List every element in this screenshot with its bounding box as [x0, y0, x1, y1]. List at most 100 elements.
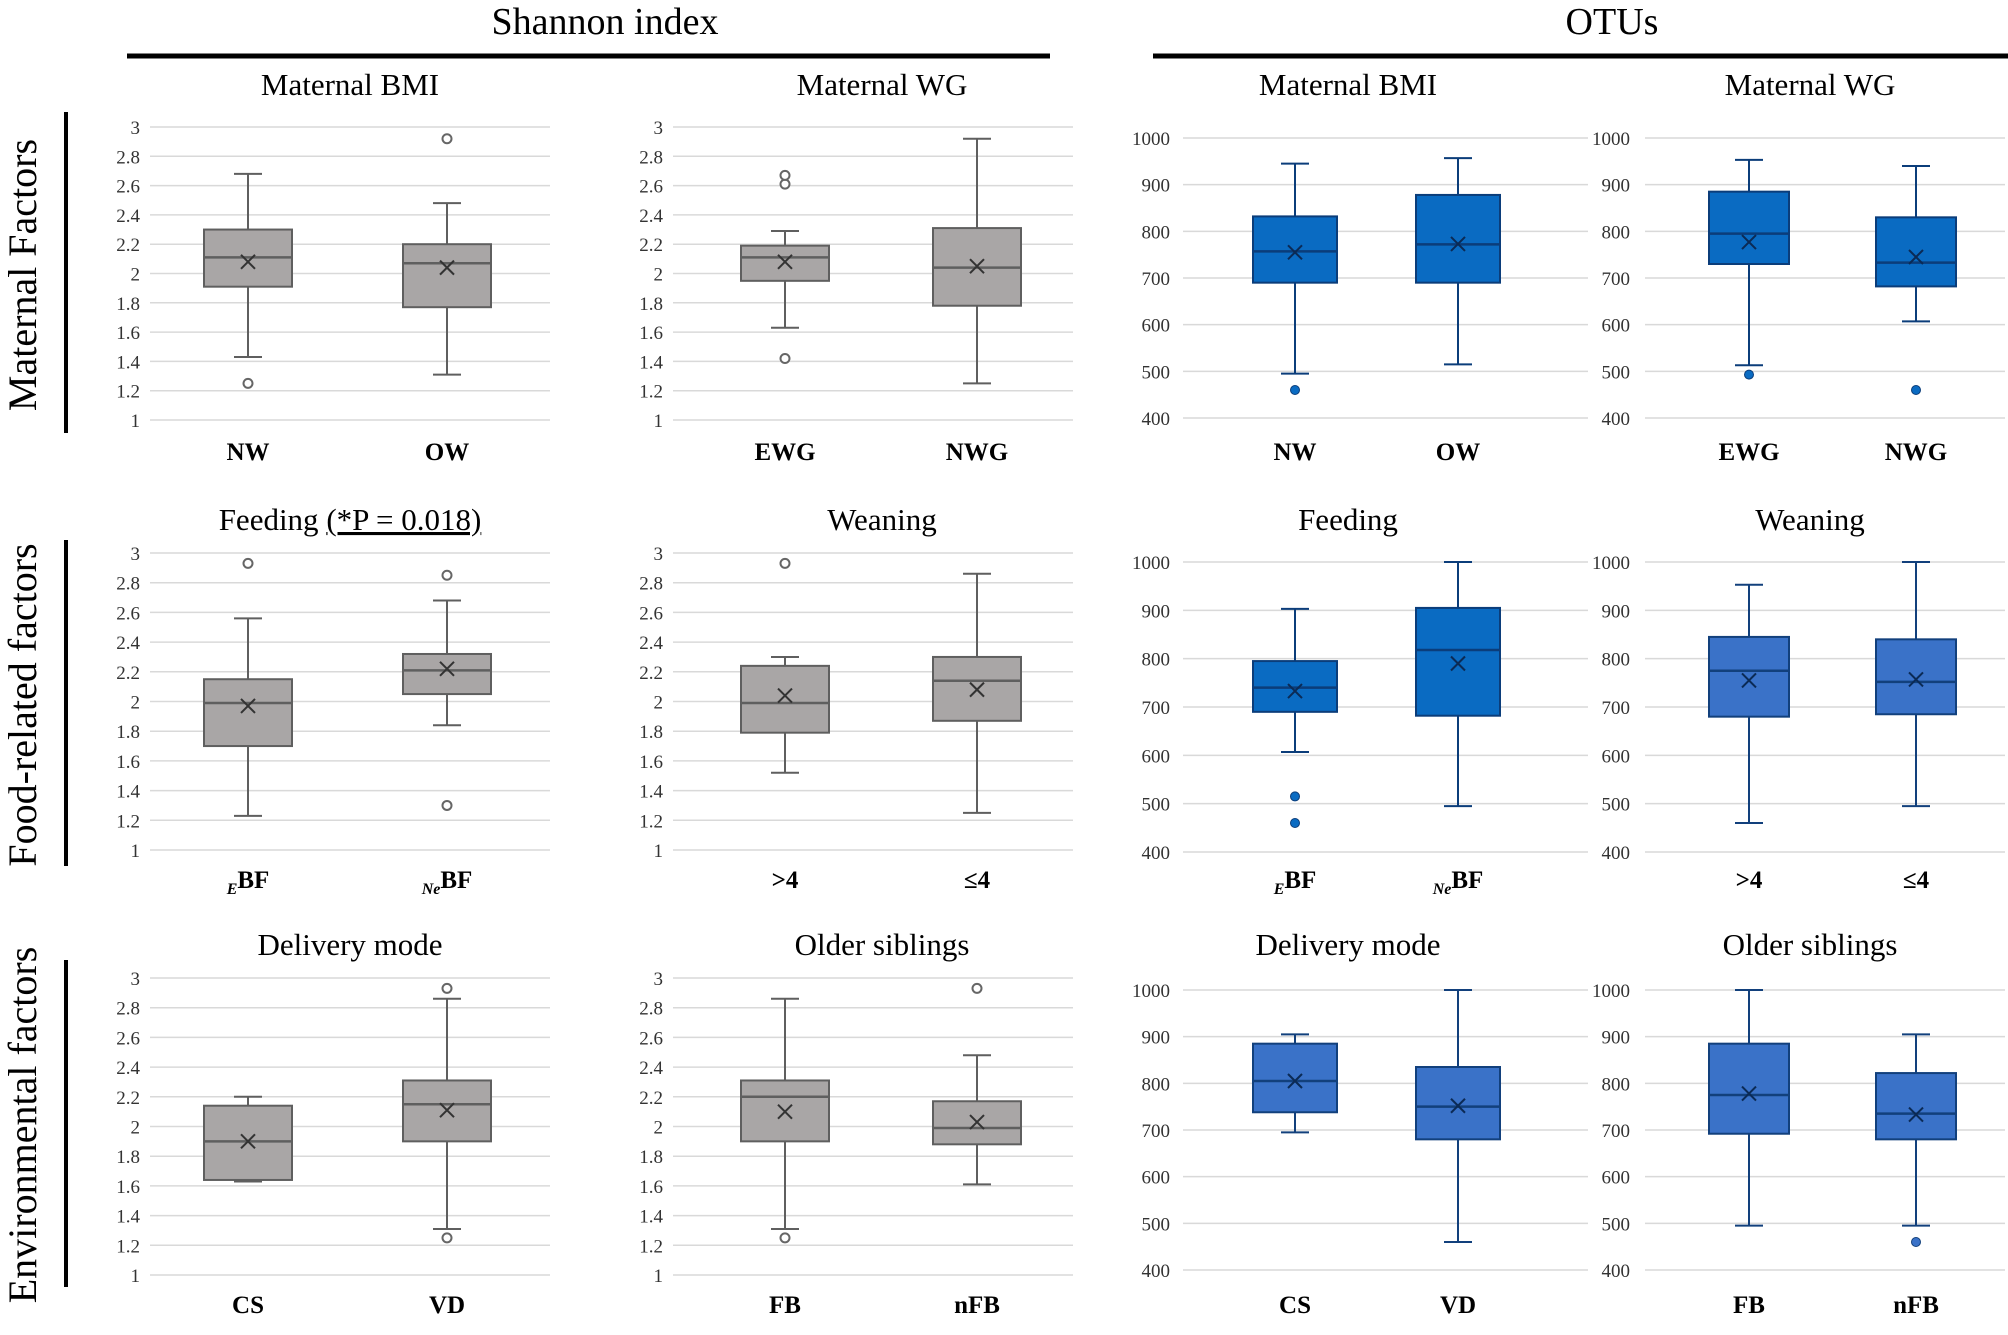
- mean-marker: [1450, 1098, 1466, 1114]
- x-category-label: NeBF: [1432, 867, 1484, 898]
- mean-marker: [1741, 672, 1757, 689]
- outlier-point: [779, 1232, 791, 1244]
- outlier-point: [1744, 369, 1754, 380]
- box-nFB: [932, 982, 1022, 1186]
- box-iqr: [740, 244, 830, 282]
- outlier-point: [441, 982, 453, 994]
- mean-marker: [1741, 1085, 1757, 1102]
- mean-marker: [1741, 234, 1757, 250]
- y-tick-label: 400: [1142, 1261, 1171, 1282]
- mean-marker: [1450, 655, 1466, 672]
- y-tick-label: 700: [1142, 1121, 1171, 1142]
- box-iqr: [1875, 216, 1957, 288]
- panel-p3: Maternal BMI 400 500 600 700 800 900 1000 NW OW: [1132, 67, 1588, 466]
- x-category-subscript: E: [1273, 881, 1285, 898]
- y-tick-label: 900: [1142, 176, 1171, 197]
- box-≤4: [1875, 561, 1957, 808]
- box-BF: [1252, 607, 1338, 828]
- outlier-point: [242, 557, 254, 569]
- box-VD: [402, 982, 492, 1244]
- y-tick-label: 3: [654, 118, 664, 139]
- box-EWG: [1708, 158, 1790, 380]
- y-tick-label: 1.6: [639, 752, 663, 773]
- y-tick-label: 2.6: [116, 177, 140, 198]
- y-tick-label: 1.8: [116, 294, 140, 315]
- y-tick-label: 1: [131, 841, 141, 862]
- outlier-point: [779, 178, 791, 190]
- y-tick-label: 800: [1602, 1074, 1631, 1095]
- mean-marker: [969, 681, 985, 698]
- x-category-label: NeBF: [421, 867, 473, 898]
- box-iqr: [1708, 635, 1790, 718]
- y-tick-label: 1.6: [116, 1177, 140, 1198]
- y-tick-label: 1000: [1592, 981, 1630, 1002]
- mean-marker: [439, 661, 455, 677]
- y-tick-label: 800: [1142, 1074, 1171, 1095]
- box-iqr: [1415, 1066, 1501, 1141]
- y-tick-label: 1.8: [116, 1147, 140, 1168]
- mean-marker: [969, 258, 985, 274]
- y-tick-label: 2.4: [639, 633, 663, 654]
- y-tick-label: 2.8: [639, 574, 663, 595]
- panel-title-note: (*P = 0.018): [326, 502, 481, 537]
- y-tick-label: 2.6: [116, 603, 140, 624]
- panel-title: Maternal WG: [1725, 67, 1896, 102]
- y-tick-label: 2.2: [639, 1088, 663, 1109]
- panel-title: Maternal BMI: [261, 67, 439, 102]
- x-category-label: ≤4: [964, 867, 991, 894]
- box-VD: [1415, 989, 1501, 1243]
- panel-p1: Maternal BMI 1 1.2 1.4 1.6 1.8 2 2.2 2.4 2.6 2.8 3 N…: [116, 67, 550, 466]
- box-OW: [1415, 157, 1501, 366]
- panel-p4: Maternal WG 400 500 600 700 800 900 1000 EWG NWG: [1592, 67, 2005, 466]
- mean-marker: [1908, 671, 1924, 688]
- row-label-environmental: Environmental factors: [0, 947, 45, 1304]
- outlier-point: [779, 169, 791, 181]
- box-iqr: [1415, 606, 1501, 717]
- panel-p12: Older siblings 400 500 600 700 800 900 1000 FB nF…: [1592, 927, 2005, 1319]
- y-tick-label: 1: [654, 1266, 664, 1287]
- box-iqr: [402, 243, 492, 309]
- x-category-label: NW: [1273, 439, 1316, 466]
- y-tick-label: 2.6: [639, 1028, 663, 1049]
- y-tick-label: 700: [1602, 698, 1631, 719]
- box-nFB: [1875, 1033, 1957, 1247]
- y-tick-label: 1: [131, 411, 141, 432]
- box-FB: [1708, 989, 1790, 1227]
- y-tick-label: 1: [654, 841, 664, 862]
- mean-marker: [240, 698, 256, 714]
- y-tick-label: 1000: [1132, 981, 1170, 1002]
- y-tick-label: 400: [1602, 409, 1631, 430]
- y-tick-label: 700: [1602, 269, 1631, 290]
- panel-p6: Weaning 1 1.2 1.4 1.6 1.8 2 2.2 2.4 2.6 2.8 3 >4 ≤4: [639, 502, 1073, 894]
- box-iqr: [402, 652, 492, 696]
- mean-marker: [240, 254, 256, 270]
- y-tick-label: 1.2: [116, 382, 140, 403]
- y-tick-label: 2.8: [639, 147, 663, 168]
- y-tick-label: 2.4: [639, 1058, 663, 1079]
- mean-marker: [1287, 244, 1303, 261]
- box-OW: [402, 133, 492, 376]
- y-tick-label: 2.4: [116, 1058, 140, 1079]
- outlier-point: [441, 569, 453, 581]
- y-tick-label: 1.6: [116, 752, 140, 773]
- mean-marker: [439, 1102, 455, 1118]
- y-tick-label: 400: [1602, 843, 1631, 864]
- mean-marker: [777, 1103, 793, 1120]
- y-tick-label: 2: [131, 265, 141, 286]
- y-tick-label: 1.6: [639, 323, 663, 344]
- mean-marker: [240, 1133, 256, 1150]
- x-category-label: EBF: [1273, 867, 1317, 898]
- y-tick-label: 2.2: [116, 663, 140, 684]
- box-iqr: [1252, 215, 1338, 284]
- y-tick-label: 2.2: [639, 235, 663, 256]
- y-tick-label: 2: [654, 265, 664, 286]
- y-tick-label: 2: [654, 1118, 664, 1139]
- panel-p2: Maternal WG 1 1.2 1.4 1.6 1.8 2 2.2 2.4 2.6 2.8 3 EW…: [639, 67, 1073, 466]
- outlier-point: [441, 799, 453, 811]
- panel-title: Older siblings: [1723, 927, 1898, 962]
- y-tick-label: 600: [1602, 316, 1631, 337]
- box-NW: [1252, 162, 1338, 395]
- y-tick-label: 2.6: [116, 1028, 140, 1049]
- row-label-maternal: Maternal Factors: [0, 139, 45, 411]
- y-tick-label: 900: [1602, 1028, 1631, 1049]
